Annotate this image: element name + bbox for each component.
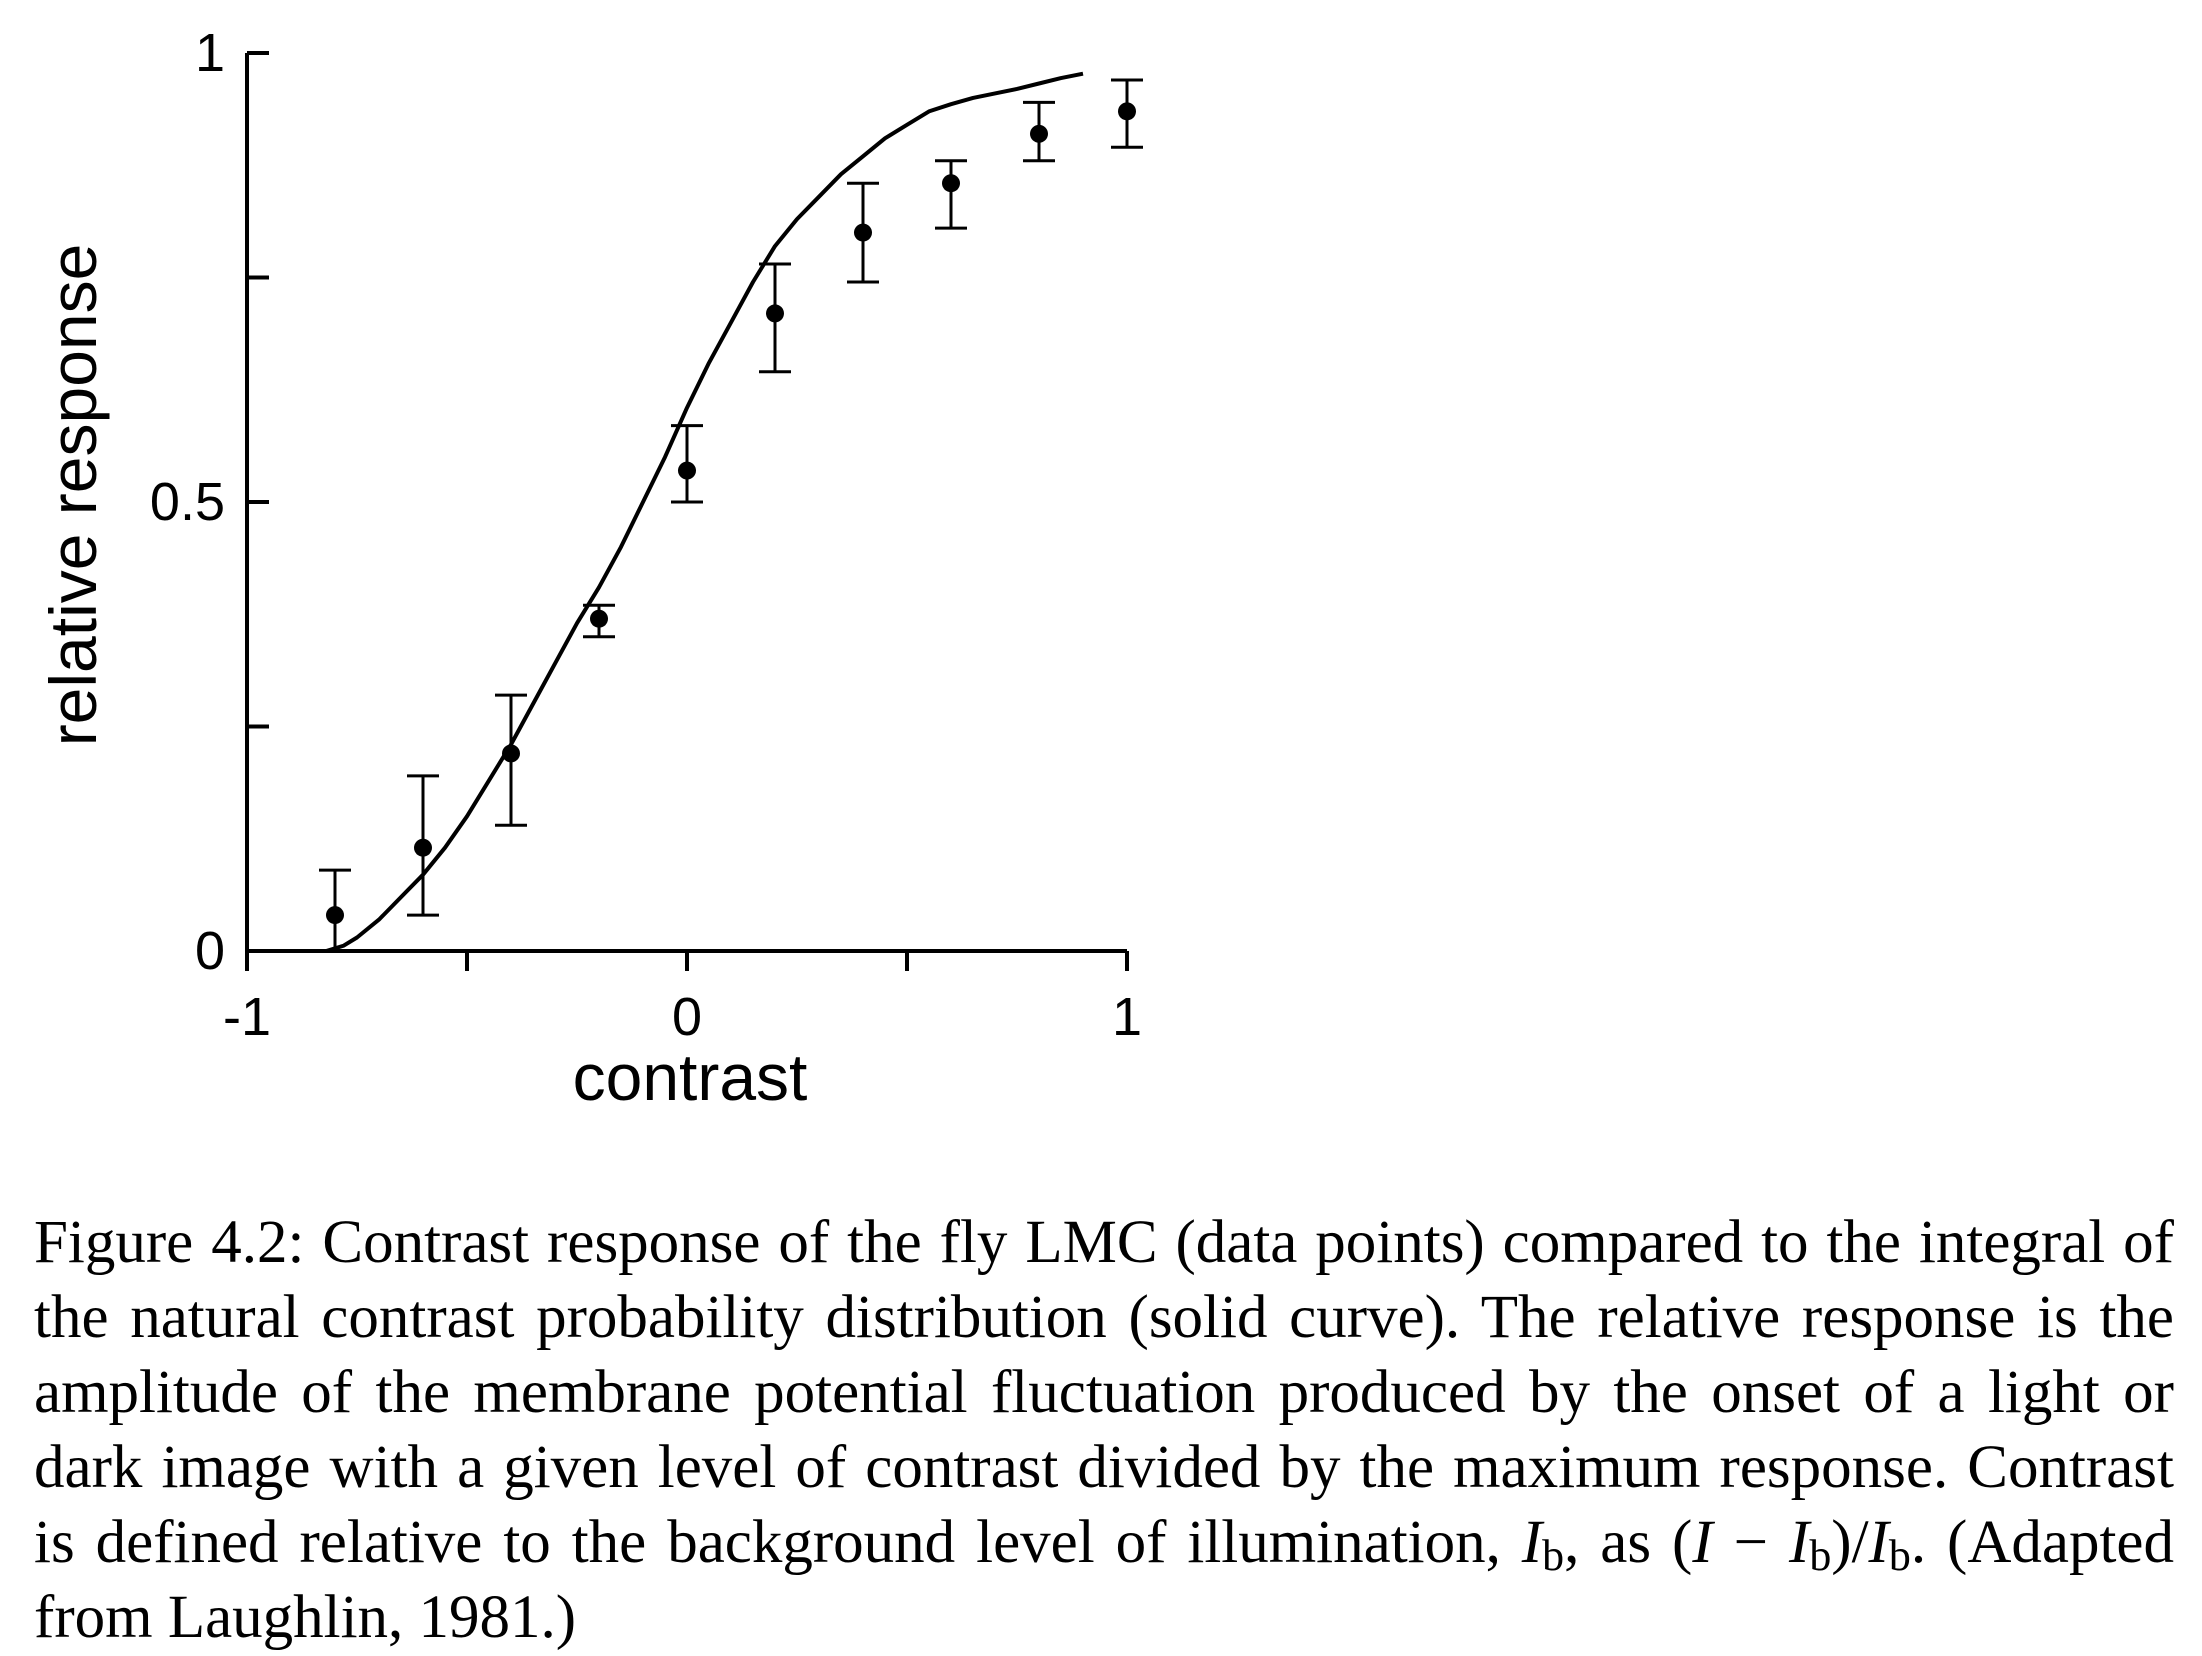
y-axis-label: relative response (36, 244, 110, 747)
x-axis-label: contrast (573, 1040, 808, 1114)
caption-subscript: b (1888, 1530, 1911, 1580)
y-tick-label: 1 (195, 23, 225, 83)
axis-labels: contrast relative response (36, 244, 807, 1114)
caption-symbol-I: I (1692, 1509, 1713, 1576)
caption-text: )/ (1831, 1509, 1869, 1576)
x-tick-label: 1 (1112, 987, 1142, 1047)
x-tick-label: 0 (672, 987, 702, 1047)
caption-symbol-I: I (1789, 1509, 1810, 1576)
axes: 00.51-1 0 1 (150, 23, 1142, 1047)
caption-text: Contrast response of the fly LMC (data p… (34, 1209, 2174, 1576)
curve-layer (291, 71, 1084, 953)
caption-label: Figure 4.2: (34, 1209, 305, 1276)
data-point (326, 906, 344, 925)
caption-symbol-I: I (1521, 1509, 1543, 1576)
contrast-response-chart: 00.51-1 0 1 contrast relative response (36, 23, 1143, 1114)
solid-curve (291, 71, 1084, 953)
y-tick-label: 0 (195, 921, 225, 981)
data-point (502, 744, 520, 763)
data-point (414, 838, 432, 857)
caption-text: . (Adapted from Laughlin, 1981.) (34, 1509, 2174, 1651)
caption-subscript: b (1542, 1530, 1565, 1580)
data-point (590, 609, 608, 628)
caption-symbol-I: I (1868, 1509, 1889, 1576)
x-tick-label: -1 (223, 987, 271, 1047)
data-point (1030, 124, 1048, 143)
data-point (1118, 102, 1136, 121)
data-point (766, 304, 784, 323)
figure-caption: Figure 4.2: Contrast response of the fly … (34, 1205, 2174, 1655)
caption-text: , as ( (1564, 1509, 1693, 1576)
data-point (854, 223, 872, 242)
points-layer (319, 78, 1143, 953)
y-tick-label: 0.5 (150, 472, 225, 532)
data-point (942, 174, 960, 193)
data-point (678, 461, 696, 480)
caption-text: − (1712, 1509, 1789, 1576)
caption-subscript: b (1809, 1530, 1832, 1580)
